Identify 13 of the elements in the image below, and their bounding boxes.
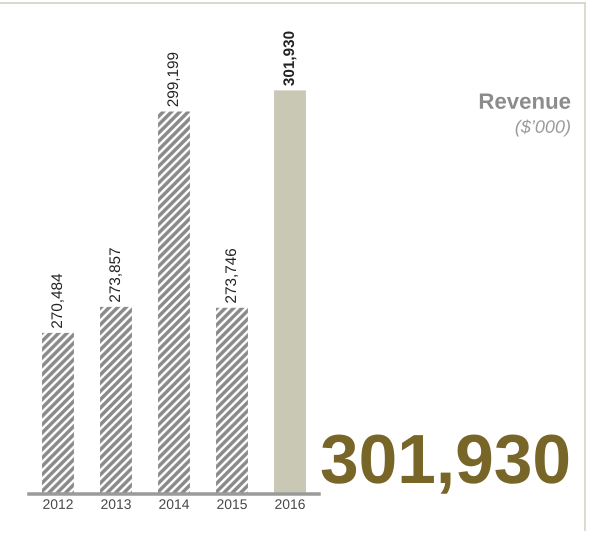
text: 301,930 [322, 434, 568, 494]
x-tick-label: 2016 [275, 499, 305, 510]
x-tick-label: 2015 [217, 499, 247, 510]
x-tick-label: 2012 [43, 499, 73, 510]
data-label: 270,484 [51, 274, 64, 328]
text: Revenue [480, 93, 570, 109]
data-label: 299,199 [167, 52, 180, 106]
text: ($’000) [516, 119, 570, 137]
data-label: 273,746 [225, 248, 238, 303]
x-tick-label: 2014 [159, 499, 190, 510]
data-label: 273,857 [109, 248, 122, 302]
data-label: 301,930 [283, 32, 296, 86]
x-tick-label: 2013 [101, 499, 131, 510]
